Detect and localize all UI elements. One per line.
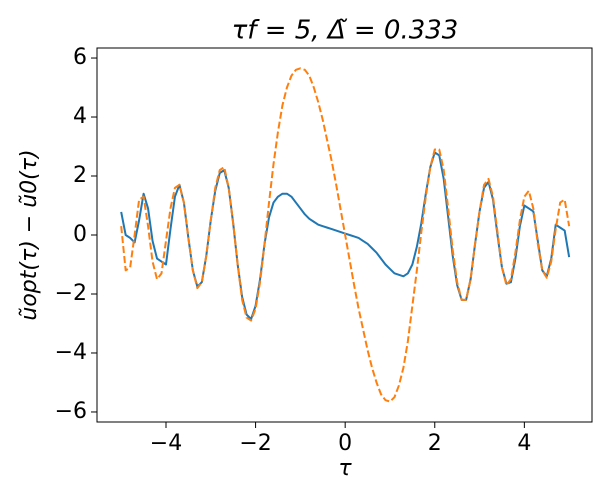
y-tick-label: −6 — [55, 399, 87, 424]
plot-frame — [96, 47, 593, 423]
y-tick-label: 2 — [73, 163, 87, 188]
y-tick-label: −4 — [55, 340, 87, 365]
x-tick-label: 2 — [428, 431, 442, 456]
x-axis-label: τ — [338, 456, 352, 481]
y-tick-label: 0 — [73, 222, 87, 247]
x-tick-label: 4 — [517, 431, 531, 456]
y-tick-label: 6 — [73, 45, 87, 70]
y-tick-label: 4 — [73, 104, 87, 129]
y-tick-label: −2 — [55, 281, 87, 306]
x-tick-label: −2 — [239, 431, 271, 456]
line-series — [120, 67, 571, 403]
x-tick-label: 0 — [338, 431, 352, 456]
x-tick-label: −4 — [150, 431, 182, 456]
y-axis-label: ũopt(τ) − ũ0(τ) — [17, 149, 42, 320]
chart-title: τf = 5, Δ̃ = 0.333 — [232, 16, 459, 46]
